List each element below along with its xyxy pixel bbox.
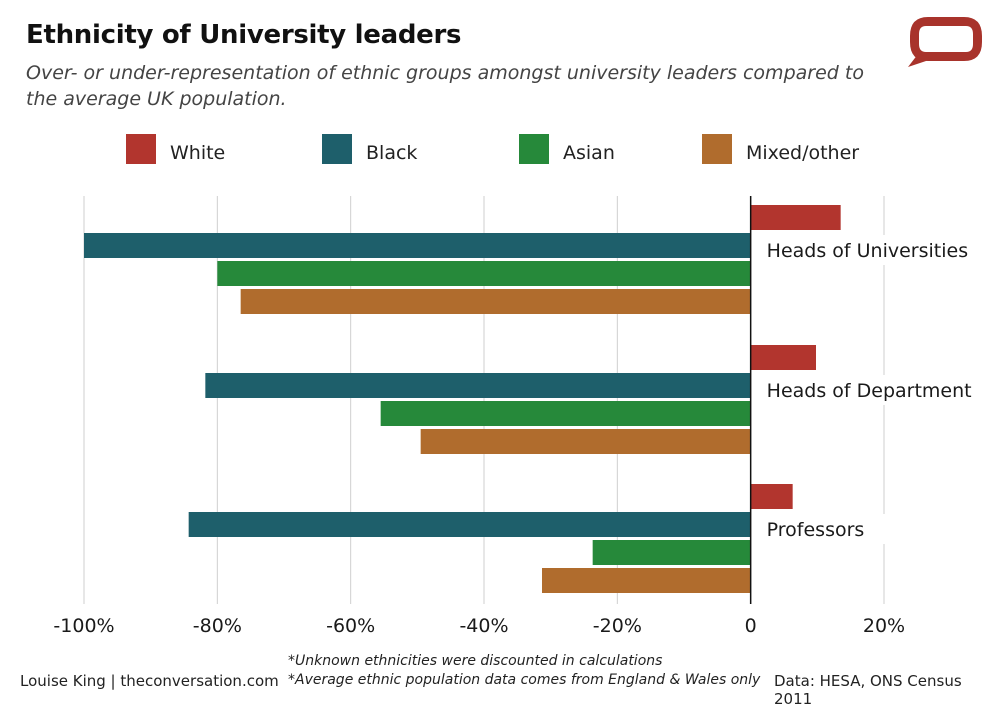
x-tick-label: -80% (193, 615, 242, 637)
bar-asian-1 (380, 401, 751, 426)
bar-white-2 (750, 484, 793, 509)
bar-black-1 (205, 373, 751, 398)
chart-subtitle: Over- or under-representation of ethnic … (26, 62, 864, 110)
footnote-unknown: *Unknown ethnicities were discounted in … (288, 653, 663, 669)
bar-white-1 (750, 345, 816, 370)
bars (84, 205, 841, 593)
bar-asian-0 (217, 261, 751, 286)
bar-black-0 (84, 233, 751, 258)
legend-item-white: White (126, 132, 225, 166)
legend-item-mixed: Mixed/other (702, 132, 859, 166)
legend-label-mixed: Mixed/other (746, 142, 860, 164)
legend: White Black Asian Mixed/other (0, 132, 1000, 172)
legend-swatch-mixed (702, 134, 732, 164)
footnote-population: *Average ethnic population data comes fr… (288, 672, 761, 688)
credit-text: Louise King | theconversation.com (20, 672, 279, 690)
legend-label-black: Black (366, 142, 418, 164)
source-text: Data: HESA, ONS Census 2011 (774, 672, 962, 708)
legend-label-white: White (170, 142, 226, 164)
conversation-speech-bubble-icon (908, 17, 982, 67)
x-tick-label: -20% (593, 615, 642, 637)
category-label-bg (756, 375, 963, 405)
x-tick-label: 20% (863, 615, 905, 637)
category-label: Heads of Department (767, 380, 972, 402)
category-label: Professors (767, 519, 865, 541)
category-label-bg (756, 235, 963, 265)
x-tick-label: -60% (326, 615, 375, 637)
bar-mixed-other-0 (240, 289, 751, 314)
bar-asian-2 (592, 540, 751, 565)
legend-swatch-black (322, 134, 352, 164)
legend-swatch-white (126, 134, 156, 164)
legend-swatch-asian (519, 134, 549, 164)
bar-mixed-other-1 (420, 429, 751, 454)
x-tick-label: -100% (53, 615, 114, 637)
legend-label-asian: Asian (563, 142, 615, 164)
gridlines (83, 196, 885, 604)
x-tick-label: -40% (459, 615, 508, 637)
bar-white-0 (750, 205, 841, 230)
bar-black-2 (188, 512, 751, 537)
chart-title: Ethnicity of University leaders (26, 20, 462, 50)
footnotes: *Unknown ethnicities were discounted in … (288, 652, 760, 690)
bar-mixed-other-2 (542, 568, 751, 593)
x-tick-label: 0 (745, 615, 757, 637)
category-label: Heads of Universities (767, 240, 968, 262)
legend-item-black: Black (322, 132, 417, 166)
legend-item-asian: Asian (519, 132, 615, 166)
category-label-bg (756, 514, 963, 544)
labels: -100% -80% -60% -40% -20% 0 20% Heads of Univer… (53, 235, 972, 637)
